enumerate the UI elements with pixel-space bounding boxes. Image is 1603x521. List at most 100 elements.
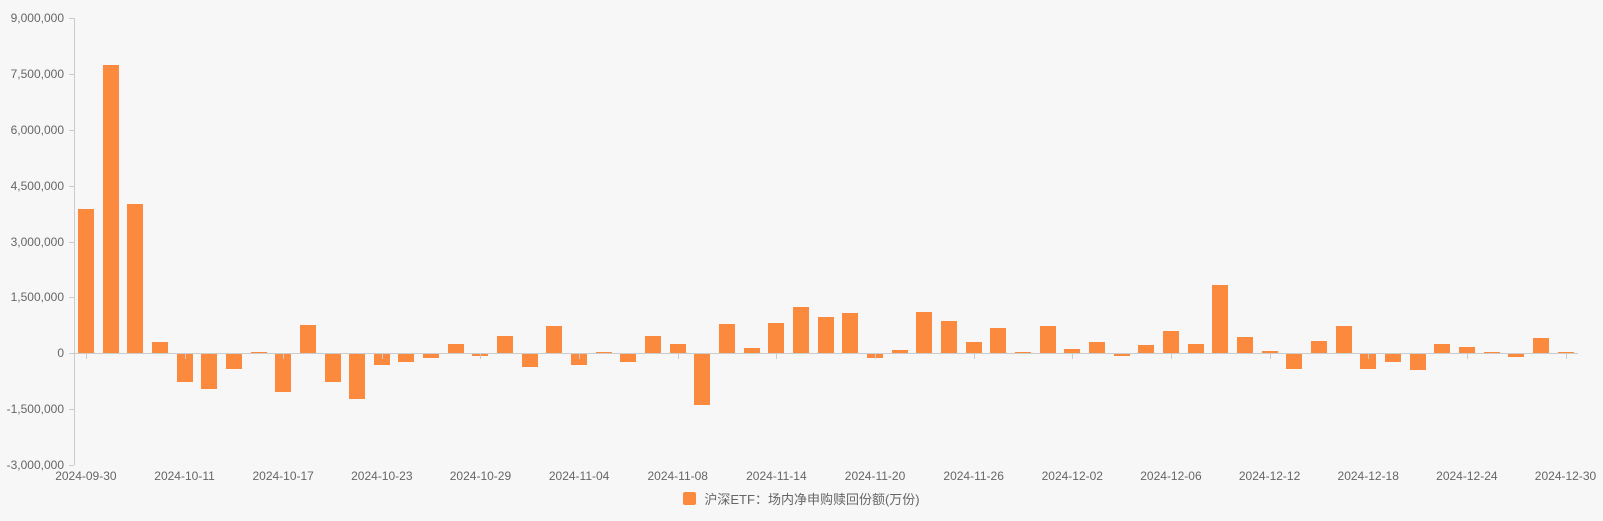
bar[interactable] — [225, 354, 242, 370]
bar[interactable] — [77, 208, 94, 354]
x-tick-label: 2024-09-30 — [55, 469, 117, 483]
bar[interactable] — [669, 343, 686, 354]
bar[interactable] — [299, 324, 316, 354]
bar[interactable] — [1458, 346, 1475, 354]
bar[interactable] — [201, 354, 218, 389]
bar[interactable] — [250, 352, 267, 354]
bar[interactable] — [1434, 344, 1451, 354]
x-tick-label: 2024-10-23 — [351, 469, 413, 483]
x-axis-tick — [1368, 354, 1370, 360]
x-tick-label: 2024-11-04 — [548, 469, 610, 483]
x-axis-tick — [283, 354, 285, 360]
x-axis-tick — [677, 354, 679, 360]
bar[interactable] — [447, 343, 464, 354]
x-tick-label: 2024-10-11 — [154, 469, 215, 483]
bar[interactable] — [1088, 342, 1105, 354]
bar[interactable] — [743, 348, 760, 354]
bar[interactable] — [176, 354, 193, 382]
bar[interactable] — [151, 342, 168, 354]
x-axis-tick — [184, 354, 186, 360]
bar[interactable] — [1162, 330, 1179, 354]
bar[interactable] — [1187, 343, 1204, 354]
bar[interactable] — [620, 354, 637, 363]
bar[interactable] — [768, 323, 785, 354]
bar[interactable] — [1236, 337, 1253, 354]
bar[interactable] — [1261, 351, 1278, 354]
bar[interactable] — [842, 312, 859, 354]
bar[interactable] — [1483, 352, 1500, 354]
bar[interactable] — [1064, 348, 1081, 354]
bar[interactable] — [1335, 325, 1352, 354]
bar[interactable] — [1409, 354, 1426, 371]
bar[interactable] — [546, 325, 563, 354]
x-axis-tick — [1466, 354, 1468, 360]
bar[interactable] — [1310, 340, 1327, 354]
bar[interactable] — [965, 342, 982, 354]
bar[interactable] — [990, 327, 1007, 354]
bar[interactable] — [398, 354, 415, 363]
bar[interactable] — [1286, 354, 1303, 370]
bar[interactable] — [373, 354, 390, 366]
bar[interactable] — [423, 354, 440, 358]
y-tick-label: -1,500,000 — [6, 402, 64, 417]
bar[interactable] — [275, 354, 292, 393]
bar[interactable] — [916, 312, 933, 354]
bar[interactable] — [127, 203, 144, 354]
bar[interactable] — [1557, 352, 1574, 354]
bar[interactable] — [941, 321, 957, 354]
x-axis-tick — [1072, 354, 1074, 360]
y-axis-tick — [69, 18, 74, 19]
x-tick-label: 2024-11-08 — [647, 469, 708, 483]
x-axis-tick — [973, 354, 975, 360]
y-axis-tick — [69, 129, 74, 131]
x-axis-tick — [1565, 354, 1567, 360]
bar[interactable] — [324, 354, 341, 382]
y-tick-label: 6,000,000 — [10, 122, 64, 137]
x-tick-label: 2024-12-18 — [1337, 469, 1399, 483]
x-tick-label: 2024-12-24 — [1436, 469, 1498, 483]
bar[interactable] — [1113, 354, 1130, 357]
x-tick-label: 2024-11-20 — [844, 469, 906, 483]
bar[interactable] — [1508, 354, 1525, 358]
x-axis-tick — [579, 354, 581, 360]
bar[interactable] — [793, 306, 810, 354]
bar[interactable] — [1384, 354, 1401, 362]
y-axis-tick — [69, 409, 74, 411]
bar[interactable] — [645, 336, 662, 354]
bar[interactable] — [1212, 285, 1229, 354]
x-axis-tick — [85, 354, 87, 360]
bar[interactable] — [1532, 338, 1549, 354]
bar[interactable] — [719, 323, 736, 354]
y-axis-tick — [69, 241, 74, 243]
x-axis-tick — [776, 354, 778, 360]
bar[interactable] — [1039, 325, 1056, 354]
bar[interactable] — [1014, 352, 1031, 354]
bar[interactable] — [1360, 354, 1377, 370]
bar[interactable] — [349, 354, 366, 400]
bar[interactable] — [521, 354, 538, 367]
y-tick-label: 4,500,000 — [10, 178, 64, 193]
x-axis-line — [74, 353, 1578, 355]
bar[interactable] — [571, 354, 588, 366]
x-tick-label: 2024-12-30 — [1534, 469, 1597, 483]
bar[interactable] — [497, 336, 514, 354]
y-tick-label: 7,500,000 — [10, 66, 64, 81]
legend-label: 沪深ETF：场内净申购赎回份额(万份) — [704, 491, 920, 507]
bar[interactable] — [694, 354, 711, 406]
bar[interactable] — [891, 349, 908, 354]
x-axis-tick — [381, 354, 383, 360]
bar[interactable] — [1138, 345, 1155, 354]
legend[interactable]: 沪深ETF：场内净申购赎回份额(万份) — [0, 489, 1603, 507]
bar[interactable] — [595, 352, 612, 354]
bar[interactable] — [102, 64, 119, 354]
y-tick-label: 3,000,000 — [10, 234, 64, 249]
x-tick-label: 2024-12-12 — [1238, 469, 1301, 483]
legend-swatch — [683, 491, 697, 505]
x-tick-label: 2024-10-17 — [252, 469, 314, 483]
y-axis-tick — [69, 297, 74, 299]
y-tick-label: 1,500,000 — [10, 290, 64, 305]
bar[interactable] — [817, 316, 834, 354]
y-axis-tick — [69, 465, 74, 466]
x-tick-label: 2024-11-14 — [746, 469, 807, 483]
